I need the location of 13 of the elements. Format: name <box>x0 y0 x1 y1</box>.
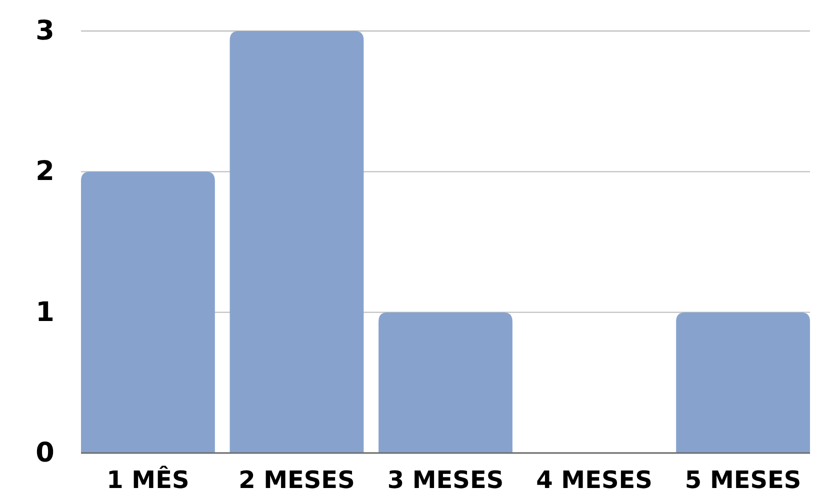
bar <box>378 312 512 453</box>
x-tick-label: 1 MÊS <box>106 465 190 494</box>
x-tick-label: 4 MESES <box>536 466 652 494</box>
bar <box>81 172 215 453</box>
bar <box>676 312 810 453</box>
y-tick-label: 3 <box>36 16 54 46</box>
bar <box>230 31 364 453</box>
x-tick-label: 5 MESES <box>684 466 802 494</box>
y-tick-label: 2 <box>36 156 54 188</box>
x-tick-label: 2 MESES <box>238 466 355 494</box>
y-tick-label: 0 <box>36 438 54 468</box>
y-tick-label: 1 <box>36 296 54 328</box>
x-tick-label: 3 MESES <box>387 466 504 494</box>
